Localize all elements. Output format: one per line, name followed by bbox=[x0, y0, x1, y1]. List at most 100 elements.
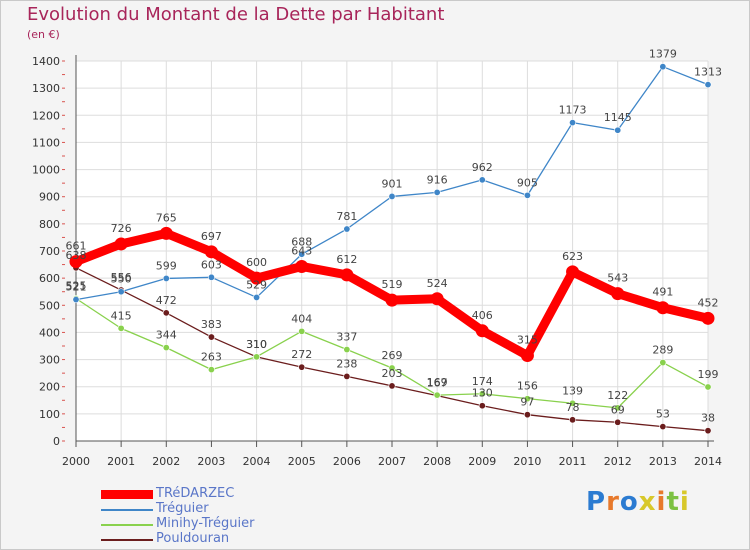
legend-item: TRéDARZEC bbox=[101, 486, 361, 502]
data-label: 765 bbox=[156, 211, 177, 224]
y-tick-label: 700 bbox=[39, 245, 60, 258]
data-label: 1379 bbox=[649, 48, 677, 61]
data-point bbox=[478, 390, 486, 398]
data-point bbox=[388, 192, 396, 200]
data-label: 781 bbox=[336, 210, 357, 223]
data-label: 688 bbox=[291, 235, 312, 248]
y-tick-label: 1200 bbox=[32, 109, 60, 122]
data-label: 543 bbox=[607, 272, 628, 285]
data-label: 337 bbox=[336, 331, 357, 344]
data-point bbox=[475, 324, 489, 338]
axes: 0 100 200 300 400 500 600 700 800 900 1000 1100 1200… bbox=[32, 55, 722, 468]
data-point bbox=[614, 126, 622, 134]
chart-subtitle: (en €) bbox=[27, 28, 60, 41]
logo-letter: x bbox=[638, 487, 657, 517]
data-point bbox=[430, 292, 444, 306]
y-tick-label: 0 bbox=[53, 435, 60, 448]
data-point bbox=[298, 327, 306, 335]
data-label: 603 bbox=[201, 258, 222, 271]
data-label: 53 bbox=[656, 408, 670, 421]
legend-label: Minihy-Tréguier bbox=[156, 516, 255, 531]
data-point bbox=[253, 353, 261, 361]
data-label: 415 bbox=[111, 309, 132, 322]
y-tick-label: 500 bbox=[39, 299, 60, 312]
data-point bbox=[478, 402, 486, 410]
data-label: 916 bbox=[427, 173, 448, 186]
data-point bbox=[253, 293, 261, 301]
data-label: 272 bbox=[291, 348, 312, 361]
data-label: 524 bbox=[427, 277, 448, 290]
data-points bbox=[69, 63, 715, 435]
data-point bbox=[388, 382, 396, 390]
data-label: 901 bbox=[382, 177, 403, 190]
data-label: 962 bbox=[472, 161, 493, 174]
data-label: 529 bbox=[246, 278, 267, 291]
data-label: 612 bbox=[336, 253, 357, 266]
y-tick-label: 600 bbox=[39, 272, 60, 285]
y-tick-label: 100 bbox=[39, 408, 60, 421]
data-point bbox=[298, 363, 306, 371]
y-tick-label: 1300 bbox=[32, 82, 60, 95]
legend-item: Minihy-Tréguier bbox=[101, 516, 361, 532]
data-label: 289 bbox=[652, 344, 673, 357]
data-point bbox=[295, 259, 309, 273]
data-label: 199 bbox=[698, 368, 719, 381]
data-label: 122 bbox=[607, 389, 628, 402]
legend: TRéDARZEC Tréguier Minihy-Tréguier Pouldour… bbox=[101, 486, 361, 547]
data-point bbox=[250, 271, 264, 285]
x-tick-label: 2006 bbox=[333, 455, 361, 468]
data-label: 550 bbox=[111, 273, 132, 286]
data-point bbox=[704, 81, 712, 89]
data-point bbox=[159, 226, 173, 240]
data-label: 726 bbox=[111, 222, 132, 235]
data-point bbox=[114, 237, 128, 251]
legend-label: TRéDARZEC bbox=[156, 486, 235, 501]
data-point bbox=[162, 274, 170, 282]
logo-letter: r bbox=[606, 487, 620, 517]
x-tick-label: 2012 bbox=[604, 455, 632, 468]
data-label: 156 bbox=[517, 380, 538, 393]
data-point bbox=[343, 346, 351, 354]
x-tick-label: 2000 bbox=[62, 455, 90, 468]
x-tick-label: 2007 bbox=[378, 455, 406, 468]
data-point bbox=[569, 119, 577, 127]
y-tick-label: 900 bbox=[39, 191, 60, 204]
x-tick-label: 2009 bbox=[468, 455, 496, 468]
y-tick-label: 1000 bbox=[32, 164, 60, 177]
data-label: 452 bbox=[698, 296, 719, 309]
data-point bbox=[701, 311, 715, 325]
data-point bbox=[520, 349, 534, 362]
x-tick-label: 2004 bbox=[243, 455, 271, 468]
data-point bbox=[566, 265, 580, 279]
legend-label: Pouldouran bbox=[156, 531, 230, 546]
logo-letter: t bbox=[666, 487, 680, 517]
legend-item: Tréguier bbox=[101, 501, 361, 517]
data-label: 556 bbox=[111, 271, 132, 284]
data-point bbox=[117, 288, 125, 296]
data-label: 97 bbox=[520, 396, 534, 409]
data-label: 344 bbox=[156, 329, 177, 342]
x-tick-label: 2005 bbox=[288, 455, 316, 468]
logo-letter: o bbox=[619, 487, 639, 517]
y-tick-label: 1400 bbox=[32, 55, 60, 68]
legend-label: Tréguier bbox=[156, 501, 209, 516]
data-point bbox=[207, 273, 215, 281]
data-label: 167 bbox=[427, 377, 448, 390]
x-tick-label: 2002 bbox=[152, 455, 180, 468]
data-label: 697 bbox=[201, 230, 222, 243]
x-tick-label: 2001 bbox=[107, 455, 135, 468]
data-point bbox=[704, 427, 712, 435]
data-point bbox=[343, 225, 351, 233]
x-tick-label: 2011 bbox=[559, 455, 587, 468]
x-tick-label: 2014 bbox=[694, 455, 722, 468]
data-label: 519 bbox=[382, 278, 403, 291]
data-point bbox=[656, 301, 670, 315]
data-label: 139 bbox=[562, 384, 583, 397]
data-point bbox=[704, 383, 712, 391]
data-label: 69 bbox=[611, 403, 625, 416]
data-point bbox=[298, 250, 306, 258]
data-label: 203 bbox=[382, 367, 403, 380]
data-label: 169 bbox=[427, 376, 448, 389]
